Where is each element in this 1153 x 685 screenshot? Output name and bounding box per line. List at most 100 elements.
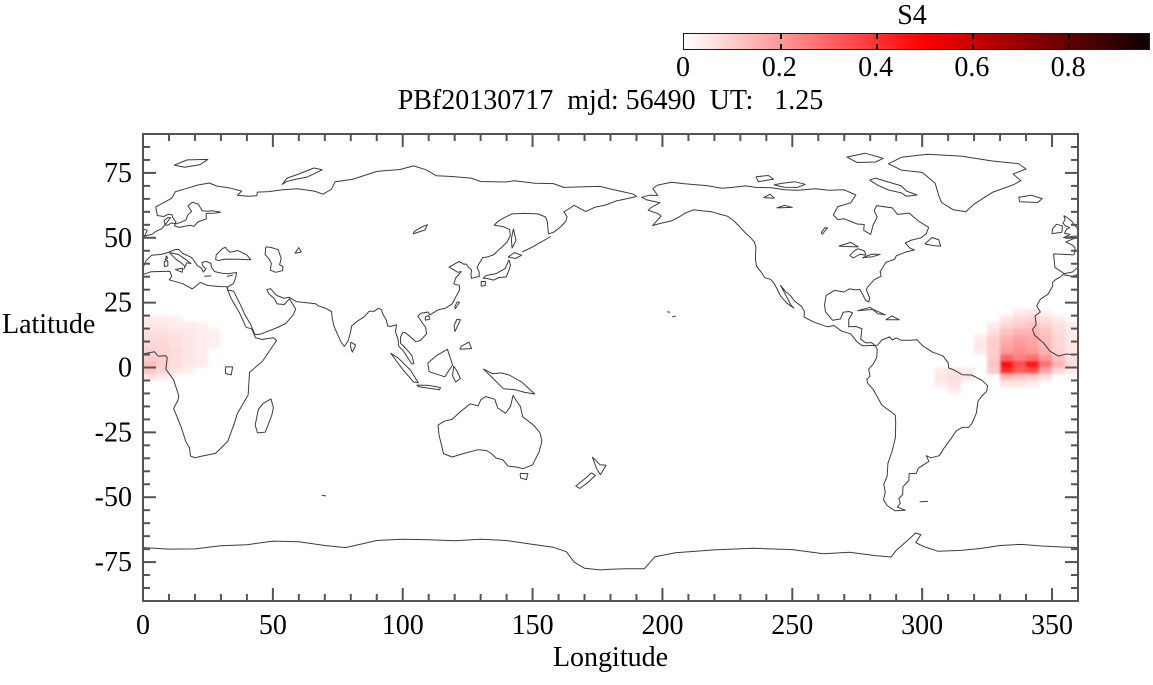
heatmap-cell [1025,380,1040,388]
coastline-path [820,227,828,235]
coastline-path [84,195,107,202]
heatmap-cell [1012,328,1027,336]
heatmap-cell [999,373,1014,381]
heatmap-cell [1064,347,1078,355]
y-tick-labels: 75 50 25 0 -25 -50 -75 [95,158,132,578]
heatmap-cell [1038,328,1053,336]
colorbar-tick-label: 0.6 [954,52,990,83]
y-tick-label: 75 [104,158,132,189]
heatmap-cell [155,367,170,375]
heatmap-cell [986,354,1001,362]
coastline-layer [0,152,1143,571]
heatmap-cell [1025,347,1040,355]
heatmap-cell [1012,373,1027,381]
heatmap-cell [960,373,975,381]
heatmap-cell [194,341,209,349]
heatmap-cell [1025,308,1040,316]
heatmap-cell [1051,334,1066,342]
coastline-path [857,306,886,316]
heatmap-cell [1012,360,1027,368]
coastline-path [321,494,327,497]
coastline-path [163,260,169,268]
heatmap-cell [181,354,196,362]
coastline-path [169,252,192,270]
coastline-path [1100,256,1102,260]
heatmap-cell [155,321,170,329]
heatmap-cell [935,367,949,375]
heatmap-cell [143,334,157,342]
heatmap-cell [168,315,183,323]
heatmap-cell [1025,373,1040,381]
heatmap-cell [1064,334,1078,342]
x-tick-label: 100 [382,610,424,641]
coastline-path [452,365,461,383]
heatmap-cell [207,328,222,336]
heatmap-cell [1051,367,1066,375]
heatmap-cell [986,347,1001,355]
coastline-path [1077,547,1078,549]
heatmap-cell [1012,315,1027,323]
coastline-path [1109,159,1143,167]
heatmap-cell [1051,354,1066,362]
coastline-path [226,274,234,277]
heatmap-cell [1051,347,1066,355]
coastline-path [143,165,637,365]
heatmap-layer [143,308,1078,394]
heatmap-cell [143,347,157,355]
colorbar-tick [779,44,782,49]
coastline-path [869,177,918,197]
coastline-path [0,182,53,510]
heatmap-cell [1025,315,1040,323]
coastline-path [776,204,793,209]
heatmap-cell [168,360,183,368]
colorbar-tick-label: 0.2 [761,52,797,83]
heatmap-cell [1064,328,1078,336]
coastline-path [1051,223,1063,235]
heatmap-cell [1038,360,1053,368]
coastline-path [0,238,6,247]
coastline-path [424,314,431,321]
heatmap-cell [1038,347,1053,355]
heatmap-cell [1012,341,1027,349]
heatmap-cell [1038,308,1053,316]
heatmap-cell [194,360,209,368]
heatmap-cell [155,315,170,323]
colorbar-tick [779,34,782,39]
heatmap-cell [1025,321,1040,329]
heatmap-cells [143,308,1078,394]
heatmap-cell [935,373,949,381]
y-tick-label: -25 [95,417,132,448]
heatmap-cell [1025,367,1040,375]
heatmap-cell [207,334,222,342]
coastline-path [480,280,487,287]
coastline-path [1062,215,1078,239]
coastline-path [888,153,1027,213]
heatmap-cell [999,354,1014,362]
heatmap-cell [1038,315,1053,323]
heatmap-cell [1064,367,1078,375]
coastline-path [667,311,671,313]
coastline-path [225,366,234,376]
heatmap-cell [143,373,157,381]
coastline-path [175,267,183,273]
heatmap-cell [155,334,170,342]
y-axis-label: Latitude [2,309,96,340]
coastline-path [254,398,274,434]
coastline-path [507,252,523,259]
coastline-path [174,158,209,168]
heatmap-cell [168,354,183,362]
heatmap-cell [143,321,157,329]
heatmap-cell [181,334,196,342]
heatmap-cell [155,347,170,355]
heatmap-cell [207,341,222,349]
heatmap-cell [973,341,988,349]
coastline-path [143,532,1078,571]
heatmap-cell [155,360,170,368]
heatmap-cell [168,347,183,355]
heatmap-cell [1025,328,1040,336]
coastline-path [294,247,302,254]
coastline-path [1018,194,1043,203]
colorbar-tick [875,44,878,49]
